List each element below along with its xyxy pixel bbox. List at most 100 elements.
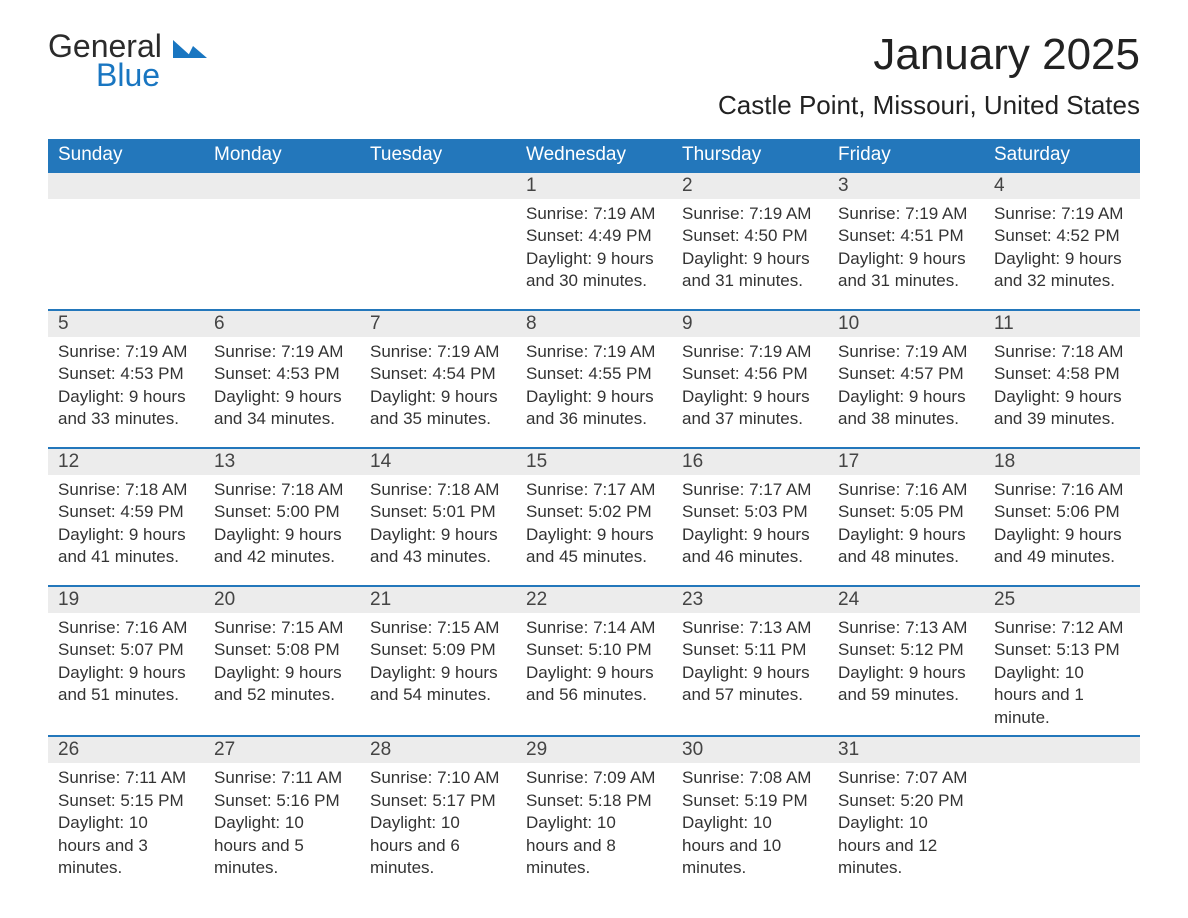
daylight-text: Daylight: 9 hours and 31 minutes.	[682, 248, 818, 293]
calendar-cell	[48, 172, 204, 310]
day-number: 25	[984, 587, 1140, 613]
sunrise-text: Sunrise: 7:11 AM	[214, 767, 350, 789]
day-number: 29	[516, 737, 672, 763]
calendar-body: 1Sunrise: 7:19 AMSunset: 4:49 PMDaylight…	[48, 172, 1140, 885]
day-number: 24	[828, 587, 984, 613]
daylight-text: Daylight: 9 hours and 35 minutes.	[370, 386, 506, 431]
sunset-text: Sunset: 4:50 PM	[682, 225, 818, 247]
sunrise-text: Sunrise: 7:16 AM	[994, 479, 1130, 501]
day-number: 10	[828, 311, 984, 337]
daylight-text: Daylight: 9 hours and 46 minutes.	[682, 524, 818, 569]
daylight-text: Daylight: 9 hours and 36 minutes.	[526, 386, 662, 431]
sunrise-text: Sunrise: 7:08 AM	[682, 767, 818, 789]
calendar-cell: 18Sunrise: 7:16 AMSunset: 5:06 PMDayligh…	[984, 448, 1140, 586]
sunrise-text: Sunrise: 7:18 AM	[58, 479, 194, 501]
sunset-text: Sunset: 5:07 PM	[58, 639, 194, 661]
daylight-text: Daylight: 9 hours and 34 minutes.	[214, 386, 350, 431]
sunrise-text: Sunrise: 7:19 AM	[838, 341, 974, 363]
daylight-text: Daylight: 10 hours and 10 minutes.	[682, 812, 818, 879]
calendar-table: SundayMondayTuesdayWednesdayThursdayFrid…	[48, 139, 1140, 885]
sunrise-text: Sunrise: 7:16 AM	[838, 479, 974, 501]
day-content: Sunrise: 7:19 AMSunset: 4:49 PMDaylight:…	[516, 199, 672, 299]
sunset-text: Sunset: 4:57 PM	[838, 363, 974, 385]
sunset-text: Sunset: 4:55 PM	[526, 363, 662, 385]
sunset-text: Sunset: 5:15 PM	[58, 790, 194, 812]
calendar-cell: 28Sunrise: 7:10 AMSunset: 5:17 PMDayligh…	[360, 736, 516, 885]
calendar-cell: 20Sunrise: 7:15 AMSunset: 5:08 PMDayligh…	[204, 586, 360, 736]
daylight-text: Daylight: 9 hours and 41 minutes.	[58, 524, 194, 569]
sunrise-text: Sunrise: 7:09 AM	[526, 767, 662, 789]
weekday-header-row: SundayMondayTuesdayWednesdayThursdayFrid…	[48, 139, 1140, 172]
day-number: 8	[516, 311, 672, 337]
daylight-text: Daylight: 9 hours and 33 minutes.	[58, 386, 194, 431]
daylight-text: Daylight: 9 hours and 39 minutes.	[994, 386, 1130, 431]
daylight-text: Daylight: 9 hours and 56 minutes.	[526, 662, 662, 707]
day-content: Sunrise: 7:19 AMSunset: 4:51 PMDaylight:…	[828, 199, 984, 299]
sunrise-text: Sunrise: 7:13 AM	[682, 617, 818, 639]
day-number: 3	[828, 173, 984, 199]
calendar-cell: 30Sunrise: 7:08 AMSunset: 5:19 PMDayligh…	[672, 736, 828, 885]
sunrise-text: Sunrise: 7:13 AM	[838, 617, 974, 639]
calendar-cell: 22Sunrise: 7:14 AMSunset: 5:10 PMDayligh…	[516, 586, 672, 736]
day-content: Sunrise: 7:08 AMSunset: 5:19 PMDaylight:…	[672, 763, 828, 885]
sunrise-text: Sunrise: 7:19 AM	[526, 341, 662, 363]
sunset-text: Sunset: 5:16 PM	[214, 790, 350, 812]
sunset-text: Sunset: 5:19 PM	[682, 790, 818, 812]
day-content: Sunrise: 7:13 AMSunset: 5:11 PMDaylight:…	[672, 613, 828, 713]
calendar-cell: 5Sunrise: 7:19 AMSunset: 4:53 PMDaylight…	[48, 310, 204, 448]
daylight-text: Daylight: 9 hours and 57 minutes.	[682, 662, 818, 707]
calendar-cell	[984, 736, 1140, 885]
calendar-cell: 29Sunrise: 7:09 AMSunset: 5:18 PMDayligh…	[516, 736, 672, 885]
day-content: Sunrise: 7:19 AMSunset: 4:55 PMDaylight:…	[516, 337, 672, 437]
day-number: 9	[672, 311, 828, 337]
day-number	[204, 173, 360, 199]
calendar-cell: 11Sunrise: 7:18 AMSunset: 4:58 PMDayligh…	[984, 310, 1140, 448]
calendar-week-row: 26Sunrise: 7:11 AMSunset: 5:15 PMDayligh…	[48, 736, 1140, 885]
weekday-header: Saturday	[984, 139, 1140, 172]
calendar-cell: 19Sunrise: 7:16 AMSunset: 5:07 PMDayligh…	[48, 586, 204, 736]
title-block: January 2025 Castle Point, Missouri, Uni…	[718, 30, 1140, 133]
weekday-header: Monday	[204, 139, 360, 172]
sunrise-text: Sunrise: 7:18 AM	[370, 479, 506, 501]
weekday-header: Tuesday	[360, 139, 516, 172]
day-content: Sunrise: 7:19 AMSunset: 4:50 PMDaylight:…	[672, 199, 828, 299]
calendar-cell: 6Sunrise: 7:19 AMSunset: 4:53 PMDaylight…	[204, 310, 360, 448]
sunrise-text: Sunrise: 7:19 AM	[838, 203, 974, 225]
day-content: Sunrise: 7:15 AMSunset: 5:08 PMDaylight:…	[204, 613, 360, 713]
calendar-cell: 10Sunrise: 7:19 AMSunset: 4:57 PMDayligh…	[828, 310, 984, 448]
calendar-cell: 1Sunrise: 7:19 AMSunset: 4:49 PMDaylight…	[516, 172, 672, 310]
sunrise-text: Sunrise: 7:19 AM	[682, 203, 818, 225]
sunset-text: Sunset: 5:06 PM	[994, 501, 1130, 523]
day-number	[48, 173, 204, 199]
sunset-text: Sunset: 4:53 PM	[58, 363, 194, 385]
daylight-text: Daylight: 9 hours and 51 minutes.	[58, 662, 194, 707]
sunset-text: Sunset: 5:20 PM	[838, 790, 974, 812]
sunrise-text: Sunrise: 7:14 AM	[526, 617, 662, 639]
calendar-cell: 31Sunrise: 7:07 AMSunset: 5:20 PMDayligh…	[828, 736, 984, 885]
daylight-text: Daylight: 10 hours and 1 minute.	[994, 662, 1130, 729]
calendar-cell: 8Sunrise: 7:19 AMSunset: 4:55 PMDaylight…	[516, 310, 672, 448]
day-content: Sunrise: 7:13 AMSunset: 5:12 PMDaylight:…	[828, 613, 984, 713]
logo-icon	[173, 33, 207, 65]
sunset-text: Sunset: 5:10 PM	[526, 639, 662, 661]
daylight-text: Daylight: 9 hours and 43 minutes.	[370, 524, 506, 569]
daylight-text: Daylight: 9 hours and 54 minutes.	[370, 662, 506, 707]
sunrise-text: Sunrise: 7:12 AM	[994, 617, 1130, 639]
day-content: Sunrise: 7:10 AMSunset: 5:17 PMDaylight:…	[360, 763, 516, 885]
sunrise-text: Sunrise: 7:19 AM	[682, 341, 818, 363]
day-number	[984, 737, 1140, 763]
day-content: Sunrise: 7:18 AMSunset: 4:59 PMDaylight:…	[48, 475, 204, 575]
weekday-header: Friday	[828, 139, 984, 172]
sunrise-text: Sunrise: 7:15 AM	[214, 617, 350, 639]
sunset-text: Sunset: 5:00 PM	[214, 501, 350, 523]
sunset-text: Sunset: 5:03 PM	[682, 501, 818, 523]
sunrise-text: Sunrise: 7:19 AM	[370, 341, 506, 363]
sunset-text: Sunset: 4:49 PM	[526, 225, 662, 247]
calendar-cell: 26Sunrise: 7:11 AMSunset: 5:15 PMDayligh…	[48, 736, 204, 885]
day-content: Sunrise: 7:19 AMSunset: 4:56 PMDaylight:…	[672, 337, 828, 437]
day-content: Sunrise: 7:19 AMSunset: 4:53 PMDaylight:…	[48, 337, 204, 437]
day-content: Sunrise: 7:16 AMSunset: 5:07 PMDaylight:…	[48, 613, 204, 713]
calendar-cell: 7Sunrise: 7:19 AMSunset: 4:54 PMDaylight…	[360, 310, 516, 448]
sunset-text: Sunset: 4:59 PM	[58, 501, 194, 523]
day-number: 19	[48, 587, 204, 613]
